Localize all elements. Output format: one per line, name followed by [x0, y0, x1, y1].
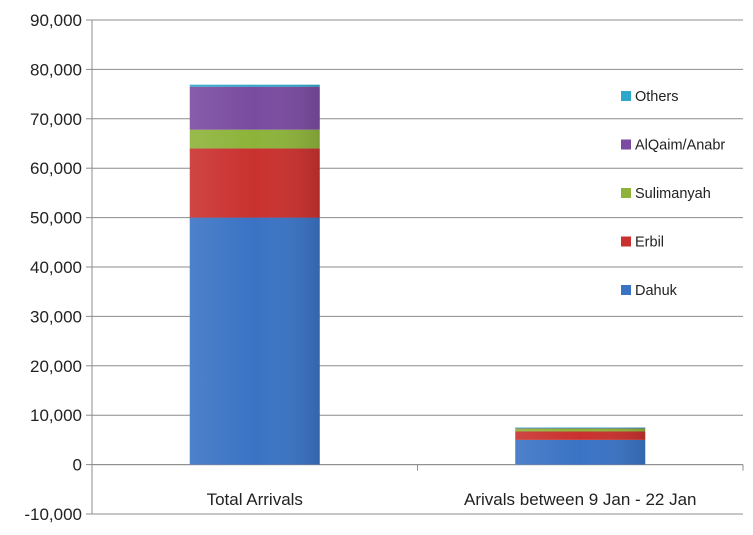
y-tick-label: 80,000 [30, 60, 82, 79]
y-tick-label: 30,000 [30, 307, 82, 326]
legend-item-dahuk: Dahuk [621, 283, 678, 299]
bar-shading [515, 427, 646, 429]
y-tick-labels: -10,000 0 10,000 20,000 30,000 40,000 50,000 60… [24, 11, 82, 524]
bar-shading [515, 427, 646, 429]
legend-swatch [621, 91, 631, 101]
legend: Others AlQaim/Anabr Sulimanyah Erbil Dahuk [621, 89, 725, 299]
y-tick-label: -10,000 [24, 505, 82, 524]
bar-shading [515, 431, 646, 440]
x-category-label: Total Arrivals [207, 490, 303, 509]
x-category-labels: Total Arrivals Arivals between 9 Jan - 22… [207, 490, 697, 509]
legend-item-alqaim-anabr: AlQaim/Anabr [621, 138, 725, 154]
legend-label: Others [635, 89, 679, 105]
y-tick-label: 0 [73, 456, 82, 475]
bar-shading [515, 428, 646, 432]
bar-shading [189, 148, 320, 218]
y-tick-label: 90,000 [30, 11, 82, 30]
legend-item-erbil: Erbil [621, 235, 664, 251]
legend-label: Dahuk [635, 283, 678, 299]
bar-shading [189, 217, 320, 465]
bar-shading [515, 439, 646, 465]
y-tick-label: 40,000 [30, 258, 82, 277]
legend-swatch [621, 236, 631, 247]
legend-swatch [621, 139, 631, 150]
legend-label: Sulimanyah [635, 186, 711, 202]
bar-shading [189, 84, 320, 87]
legend-label: AlQaim/Anabr [635, 138, 725, 154]
bars [189, 84, 646, 465]
y-tick-label: 50,000 [30, 209, 82, 228]
bar-shading [189, 86, 320, 130]
y-tick-label: 60,000 [30, 159, 82, 178]
y-tick-label: 10,000 [30, 406, 82, 425]
legend-item-others: Others [621, 89, 679, 105]
y-tick-label: 20,000 [30, 357, 82, 376]
y-tick-label: 70,000 [30, 110, 82, 129]
x-category-label: Arivals between 9 Jan - 22 Jan [464, 490, 696, 509]
bar-shading [189, 129, 320, 149]
legend-item-sulimanyah: Sulimanyah [621, 186, 711, 202]
legend-swatch [621, 188, 631, 198]
legend-swatch [621, 285, 631, 295]
legend-label: Erbil [635, 235, 664, 251]
